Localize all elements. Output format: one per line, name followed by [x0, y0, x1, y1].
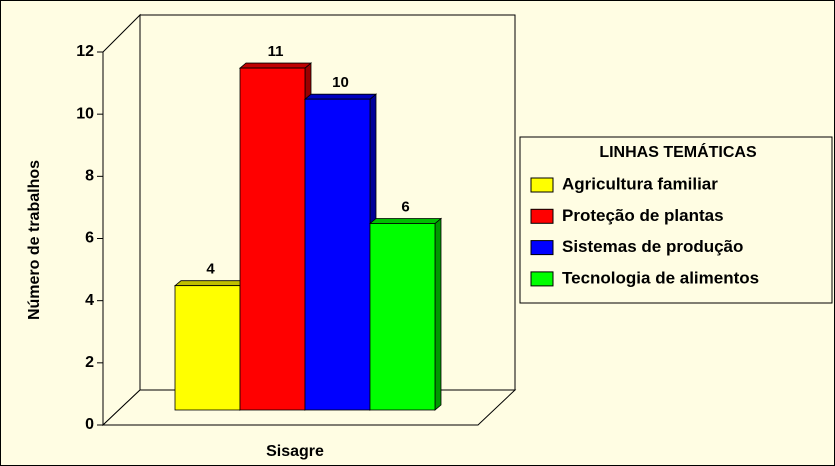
y-tick-label: 12: [76, 43, 94, 60]
bar: [239, 67, 306, 411]
bar-side: [434, 217, 442, 411]
legend-label: Proteção de plantas: [562, 206, 724, 225]
legend-swatch: [530, 271, 554, 287]
y-tick-label: 10: [76, 105, 94, 122]
data-label: 11: [268, 43, 284, 60]
bar-top: [173, 280, 248, 287]
data-label: 4: [206, 261, 215, 278]
side-wall: [102, 13, 141, 427]
y-tick-label: 0: [85, 416, 94, 433]
legend-label: Sistemas de produção: [562, 237, 743, 256]
y-tick-label: 6: [85, 230, 94, 247]
legend-swatch: [530, 240, 554, 256]
legend-label: Agricultura familiar: [562, 174, 718, 193]
y-tick-label: 4: [85, 292, 94, 309]
bar: [304, 98, 371, 411]
bar: [174, 285, 241, 411]
bar-top: [303, 93, 378, 100]
legend-swatch: [530, 177, 554, 193]
data-label: 6: [401, 198, 409, 215]
y-tick-label: 8: [85, 168, 94, 185]
bar: [369, 223, 436, 411]
legend: [519, 136, 833, 304]
legend-title: LINHAS TEMÁTICAS: [599, 142, 757, 161]
data-label: 10: [332, 74, 349, 91]
bar-top: [368, 218, 443, 224]
legend-swatch: [530, 208, 554, 224]
y-tick-label: 2: [85, 354, 94, 371]
x-tick-label: Sisagre: [266, 443, 324, 460]
legend-label: Tecnologia de alimentos: [562, 268, 759, 287]
y-axis-label: Número de trabalhos: [26, 160, 43, 320]
bar-top: [238, 62, 313, 69]
